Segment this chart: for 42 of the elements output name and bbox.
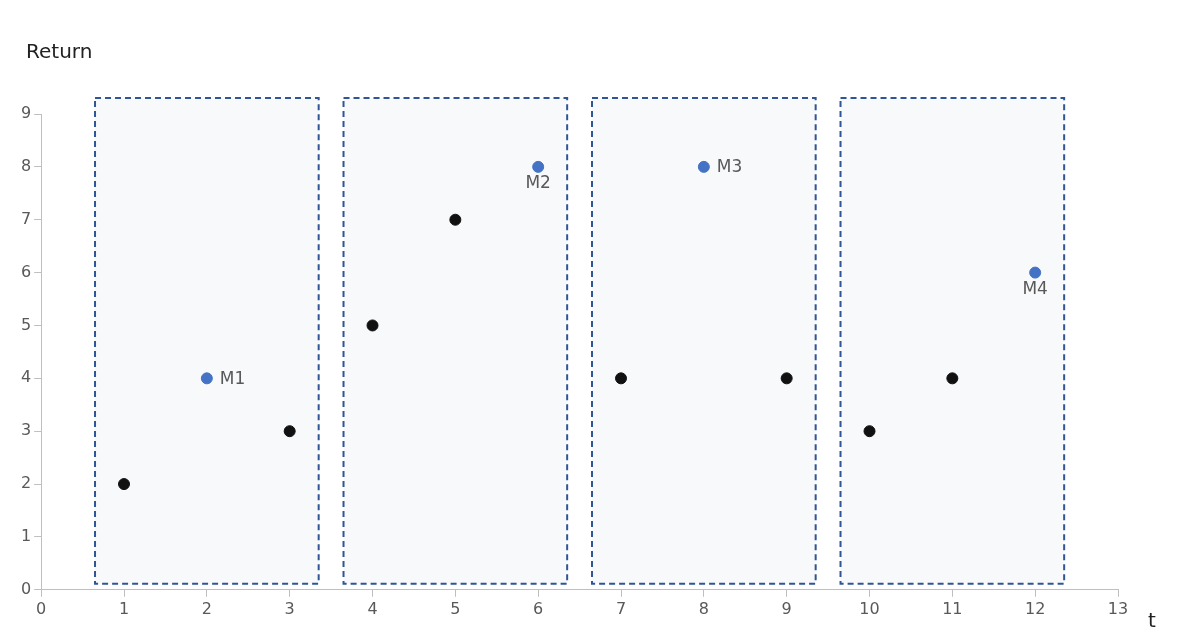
y-tick-label: 5 <box>20 314 32 334</box>
point <box>283 425 296 438</box>
y-tick-label: 4 <box>20 367 32 387</box>
point <box>863 425 876 438</box>
y-axis-title: Return <box>26 39 93 63</box>
x-tick-label: 5 <box>450 598 461 618</box>
x-tick-label: 11 <box>942 598 963 618</box>
annotation: M4 <box>1022 277 1048 298</box>
point <box>366 319 379 332</box>
x-tick-label: 2 <box>201 598 212 618</box>
x-tick-label: 12 <box>1024 598 1046 618</box>
annotation: M3 <box>716 156 743 177</box>
point <box>532 160 545 173</box>
point <box>200 372 213 385</box>
annotation: M2 <box>525 171 551 192</box>
y-tick-label: 7 <box>20 208 32 228</box>
point <box>697 160 710 173</box>
x-axis-title: t <box>1148 607 1156 632</box>
point <box>1029 266 1042 279</box>
x-tick-label: 13 <box>1107 598 1129 618</box>
point <box>615 372 628 385</box>
point <box>780 372 793 385</box>
x-tick-label: 6 <box>533 598 544 618</box>
y-tick-label: 1 <box>20 526 32 546</box>
x-tick-label: 0 <box>36 598 47 618</box>
annotation: M1 <box>219 367 246 388</box>
y-tick-label: 3 <box>20 420 32 440</box>
y-tick-label: 9 <box>20 103 32 123</box>
x-tick-label: 1 <box>118 598 130 618</box>
x-tick-label: 7 <box>615 598 627 618</box>
y-tick-label: 2 <box>20 473 32 493</box>
x-tick-label: 10 <box>859 598 880 618</box>
y-tick-label: 0 <box>20 578 32 598</box>
x-tick-label: 4 <box>367 598 378 618</box>
x-tick-label: 3 <box>284 598 295 618</box>
y-tick-label: 6 <box>20 261 32 281</box>
x-tick-label: 8 <box>698 598 709 618</box>
point <box>449 213 462 226</box>
point <box>946 372 959 385</box>
y-tick-label: 8 <box>20 156 32 176</box>
x-tick-label: 9 <box>781 598 792 618</box>
point <box>118 478 131 491</box>
